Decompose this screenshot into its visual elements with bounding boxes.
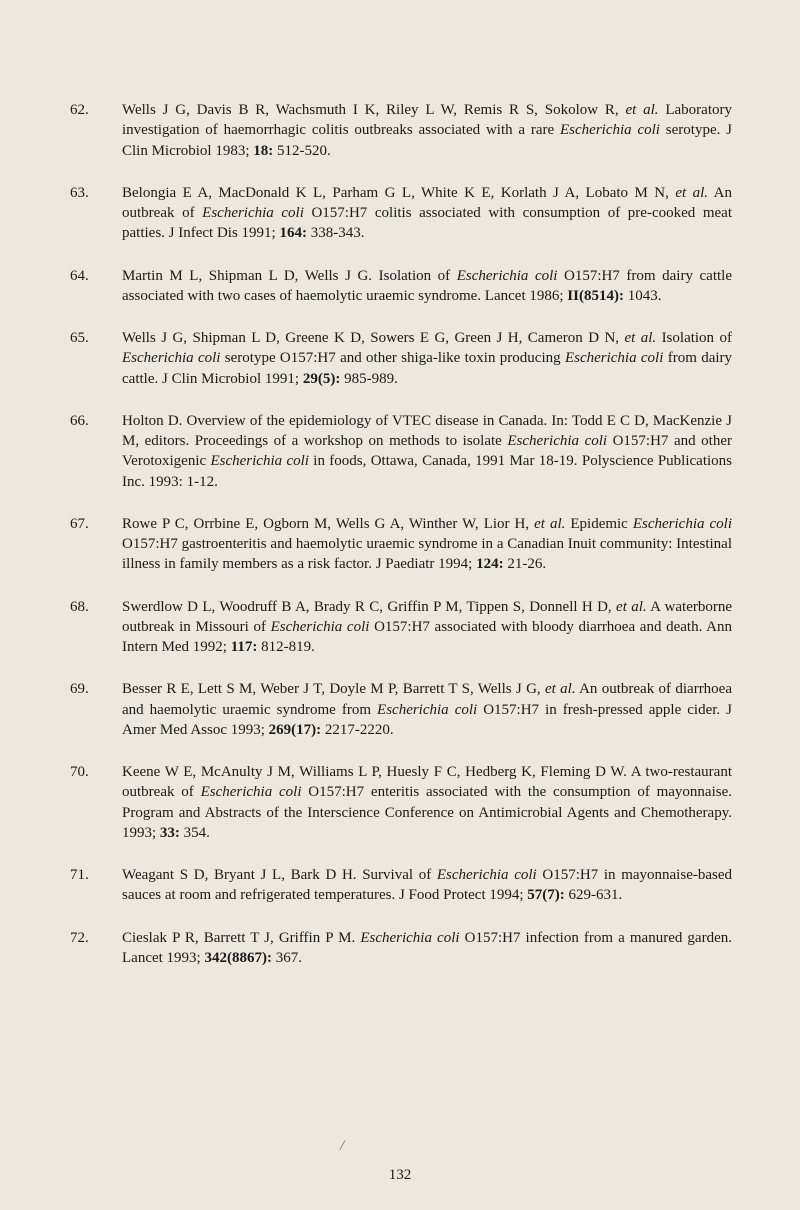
reference-text: Weagant S D, Bryant J L, Bark D H. Survi… (122, 865, 732, 906)
reference-number: 62. (68, 100, 122, 120)
reference-item: 68. Swerdlow D L, Woodruff B A, Brady R … (68, 597, 732, 658)
reference-text: Rowe P C, Orrbine E, Ogborn M, Wells G A… (122, 514, 732, 575)
reference-item: 70. Keene W E, McAnulty J M, Williams L … (68, 762, 732, 843)
page-number: 132 (0, 1167, 800, 1184)
reference-number: 68. (68, 597, 122, 617)
reference-text: Wells J G, Davis B R, Wachsmuth I K, Ril… (122, 100, 732, 161)
reference-number: 67. (68, 514, 122, 534)
reference-number: 65. (68, 328, 122, 348)
reference-text: Wells J G, Shipman L D, Greene K D, Sowe… (122, 328, 732, 389)
reference-text: Cieslak P R, Barrett T J, Griffin P M. E… (122, 928, 732, 969)
reference-text: Swerdlow D L, Woodruff B A, Brady R C, G… (122, 597, 732, 658)
reference-number: 63. (68, 183, 122, 203)
reference-text: Keene W E, McAnulty J M, Williams L P, H… (122, 762, 732, 843)
reference-text: Martin M L, Shipman L D, Wells J G. Isol… (122, 266, 732, 307)
reference-text: Holton D. Overview of the epidemiology o… (122, 411, 732, 492)
reference-item: 66. Holton D. Overview of the epidemiolo… (68, 411, 732, 492)
reference-list: 62. Wells J G, Davis B R, Wachsmuth I K,… (68, 100, 732, 968)
reference-item: 71. Weagant S D, Bryant J L, Bark D H. S… (68, 865, 732, 906)
reference-number: 72. (68, 928, 122, 948)
reference-item: 63. Belongia E A, MacDonald K L, Parham … (68, 183, 732, 244)
stray-slash-mark: / (340, 1138, 344, 1155)
reference-item: 65. Wells J G, Shipman L D, Greene K D, … (68, 328, 732, 389)
reference-number: 71. (68, 865, 122, 885)
reference-item: 67. Rowe P C, Orrbine E, Ogborn M, Wells… (68, 514, 732, 575)
reference-item: 62. Wells J G, Davis B R, Wachsmuth I K,… (68, 100, 732, 161)
reference-number: 70. (68, 762, 122, 782)
reference-number: 69. (68, 679, 122, 699)
reference-text: Besser R E, Lett S M, Weber J T, Doyle M… (122, 679, 732, 740)
reference-item: 72. Cieslak P R, Barrett T J, Griffin P … (68, 928, 732, 969)
reference-text: Belongia E A, MacDonald K L, Parham G L,… (122, 183, 732, 244)
reference-item: 64. Martin M L, Shipman L D, Wells J G. … (68, 266, 732, 307)
reference-number: 66. (68, 411, 122, 431)
reference-number: 64. (68, 266, 122, 286)
document-page: 62. Wells J G, Davis B R, Wachsmuth I K,… (0, 0, 800, 1210)
reference-item: 69. Besser R E, Lett S M, Weber J T, Doy… (68, 679, 732, 740)
